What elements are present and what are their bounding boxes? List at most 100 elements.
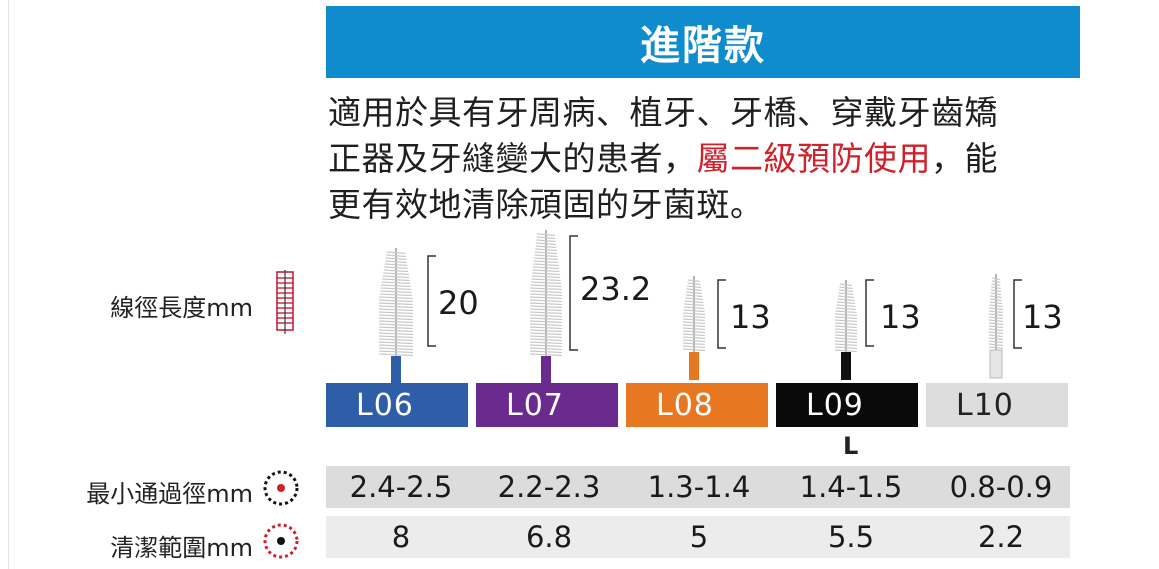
- brush-bristle: [837, 295, 855, 299]
- brush-handle: [841, 352, 851, 380]
- brush-bristle: [378, 338, 414, 342]
- brush-bristle: [988, 337, 1004, 341]
- brush-bristle: [532, 272, 560, 276]
- brush-bristle: [380, 287, 412, 291]
- brush-bristle: [378, 317, 414, 321]
- brush-bristle: [836, 307, 856, 311]
- brush-bristle: [529, 293, 563, 297]
- brush-bristle: [834, 319, 858, 323]
- size-cell-l06: L06: [326, 383, 468, 427]
- brush-bristle: [529, 290, 563, 294]
- cleaning-range-l07: 6.8: [525, 520, 573, 554]
- wire-length-label: 線徑長度mm: [110, 294, 253, 322]
- cleaning-range-target-icon: [263, 523, 299, 559]
- brush-bristle: [530, 284, 562, 288]
- brush-bristle: [378, 299, 414, 303]
- brush-bristle: [532, 269, 560, 273]
- brush-bristle: [990, 292, 1002, 296]
- brush-bristle: [682, 342, 706, 346]
- brush-bristle: [383, 272, 409, 276]
- brush-bristle: [682, 345, 706, 349]
- brush-bristle: [834, 331, 858, 335]
- brush-bristle: [378, 329, 414, 333]
- brush-bristle: [379, 296, 413, 300]
- length-bracket: [865, 279, 874, 347]
- brush-bristle: [534, 257, 558, 261]
- brush-bristle: [533, 263, 559, 267]
- cleaning-range-band: [326, 516, 1070, 558]
- size-code: L10: [956, 387, 1014, 423]
- brush-bristle: [378, 311, 414, 315]
- brush-bristle: [532, 266, 560, 270]
- brush-bristle: [988, 331, 1004, 335]
- brush-bristle: [682, 348, 706, 352]
- brush-bristle: [988, 319, 1004, 323]
- brush-bristle: [529, 305, 563, 309]
- brush-bristle: [529, 299, 563, 303]
- brush-bristle: [838, 289, 854, 293]
- brush-handle: [989, 349, 1003, 379]
- brush-bristle: [991, 283, 1001, 287]
- brush-bristle: [529, 329, 563, 333]
- length-bracket: [1013, 279, 1022, 349]
- brush-bristle: [529, 302, 563, 306]
- brush-bristle: [686, 285, 702, 289]
- brush-bristle: [529, 326, 563, 330]
- min-passage-l09: 1.4-1.5: [799, 470, 903, 504]
- brush-bristle: [990, 298, 1002, 302]
- brush-bristle: [530, 287, 562, 291]
- length-value: 20: [438, 284, 479, 322]
- brush-bristle: [989, 307, 1003, 311]
- brush-bristle: [529, 296, 563, 300]
- brush-bristle: [529, 338, 563, 342]
- l09-suffix-label: L: [843, 432, 859, 460]
- brush-bristle: [531, 278, 561, 282]
- left-border-line: [8, 0, 9, 569]
- brush-bristle: [378, 353, 414, 357]
- brush-bristle: [381, 281, 411, 285]
- brush-bristle: [682, 330, 706, 334]
- brush-bristle: [837, 298, 855, 302]
- description-line-2-prefix: 正器及牙縫變大的患者，: [328, 139, 697, 178]
- min-passage-l08: 1.3-1.4: [647, 470, 751, 504]
- brush-bristle: [988, 346, 1004, 350]
- size-code: L08: [656, 387, 714, 423]
- description-line-3: 更有效地清除頑固的牙菌斑。: [328, 185, 764, 224]
- length-value: 23.2: [580, 270, 651, 308]
- brush-bristle: [378, 314, 414, 318]
- brush-bristle: [682, 327, 706, 331]
- brush-bristle: [839, 286, 853, 290]
- brush-bristle: [682, 318, 706, 322]
- brush-bristle: [383, 269, 409, 273]
- brush-bristle: [529, 350, 563, 354]
- brush-bristle: [990, 289, 1002, 293]
- brush-bristle: [380, 290, 412, 294]
- brush-bristle: [531, 275, 561, 279]
- brush-bristle: [834, 316, 858, 320]
- brush-bristle: [682, 339, 706, 343]
- brush-bristle: [988, 313, 1004, 317]
- size-cell-l10: L10: [926, 383, 1068, 427]
- brush-bristle: [991, 280, 1001, 284]
- brush-bristle: [382, 275, 410, 279]
- brush-bristle: [381, 284, 411, 288]
- brush-bristle: [529, 353, 563, 357]
- brush-bristle: [988, 322, 1004, 326]
- brush-bristle: [988, 310, 1004, 314]
- brush-bristle: [834, 349, 858, 353]
- brush-bristle: [834, 340, 858, 344]
- cleaning-range-label: 清潔範圍mm: [110, 534, 253, 562]
- brush-bristle: [682, 315, 706, 319]
- description-highlight: 屬二級預防使用: [696, 139, 931, 178]
- brush-bristle: [529, 344, 563, 348]
- cleaning-range-l06: 8: [391, 520, 411, 554]
- brush-bristle: [378, 302, 414, 306]
- brush-bristle: [378, 341, 414, 345]
- brush-bristle: [682, 312, 706, 316]
- brush-bristle: [529, 341, 563, 345]
- brush-bristle: [382, 278, 410, 282]
- min-passage-l07: 2.2-2.3: [497, 470, 601, 504]
- brush-bristle: [536, 239, 556, 243]
- cleaning-range-l10: 2.2: [977, 520, 1025, 554]
